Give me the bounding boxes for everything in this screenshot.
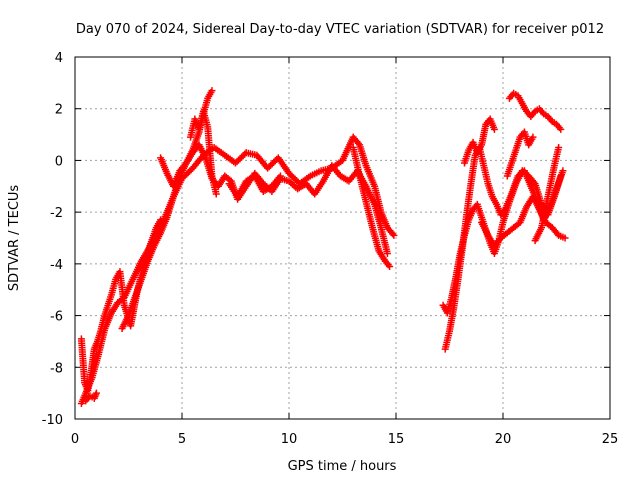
data-point xyxy=(276,172,284,180)
y-axis-ticks: -10 -8 -6 -4 -2 0 2 4 xyxy=(42,51,610,428)
x-tick-label: 10 xyxy=(281,432,298,447)
y-tick-label: -10 xyxy=(42,413,63,428)
data-point xyxy=(557,125,565,133)
data-point xyxy=(157,216,165,224)
y-tick-label: -6 xyxy=(50,310,63,325)
data-marks xyxy=(77,87,569,407)
x-tick-label: 20 xyxy=(495,432,512,447)
data-point xyxy=(354,139,362,147)
data-point xyxy=(555,144,563,151)
y-tick-label: 4 xyxy=(55,51,63,66)
data-point xyxy=(383,250,391,258)
x-tick-label: 0 xyxy=(71,432,79,447)
x-tick-label: 5 xyxy=(178,432,186,447)
y-tick-label: 2 xyxy=(55,103,63,118)
data-point xyxy=(390,231,398,239)
data-point xyxy=(490,125,498,133)
x-tick-label: 25 xyxy=(602,432,619,447)
data-point xyxy=(389,230,397,238)
x-axis-label: GPS time / hours xyxy=(288,459,397,474)
x-axis-ticks: 0 5 10 15 20 25 xyxy=(71,57,618,447)
y-axis-label: SDTVAR / TECUs xyxy=(7,185,22,292)
x-tick-label: 15 xyxy=(388,432,405,447)
y-tick-label: -2 xyxy=(50,206,63,221)
data-point xyxy=(92,389,100,397)
y-tick-label: -8 xyxy=(50,361,63,376)
data-point xyxy=(529,133,537,141)
y-tick-label: -4 xyxy=(50,258,63,273)
data-point xyxy=(559,167,567,175)
y-tick-label: 0 xyxy=(55,154,63,169)
plot-frame xyxy=(74,56,611,420)
data-point xyxy=(561,234,569,242)
data-point xyxy=(208,87,216,95)
data-point xyxy=(212,190,220,198)
chart-title: Day 070 of 2024, Sidereal Day-to-day VTE… xyxy=(76,22,604,37)
data-point xyxy=(386,262,394,270)
